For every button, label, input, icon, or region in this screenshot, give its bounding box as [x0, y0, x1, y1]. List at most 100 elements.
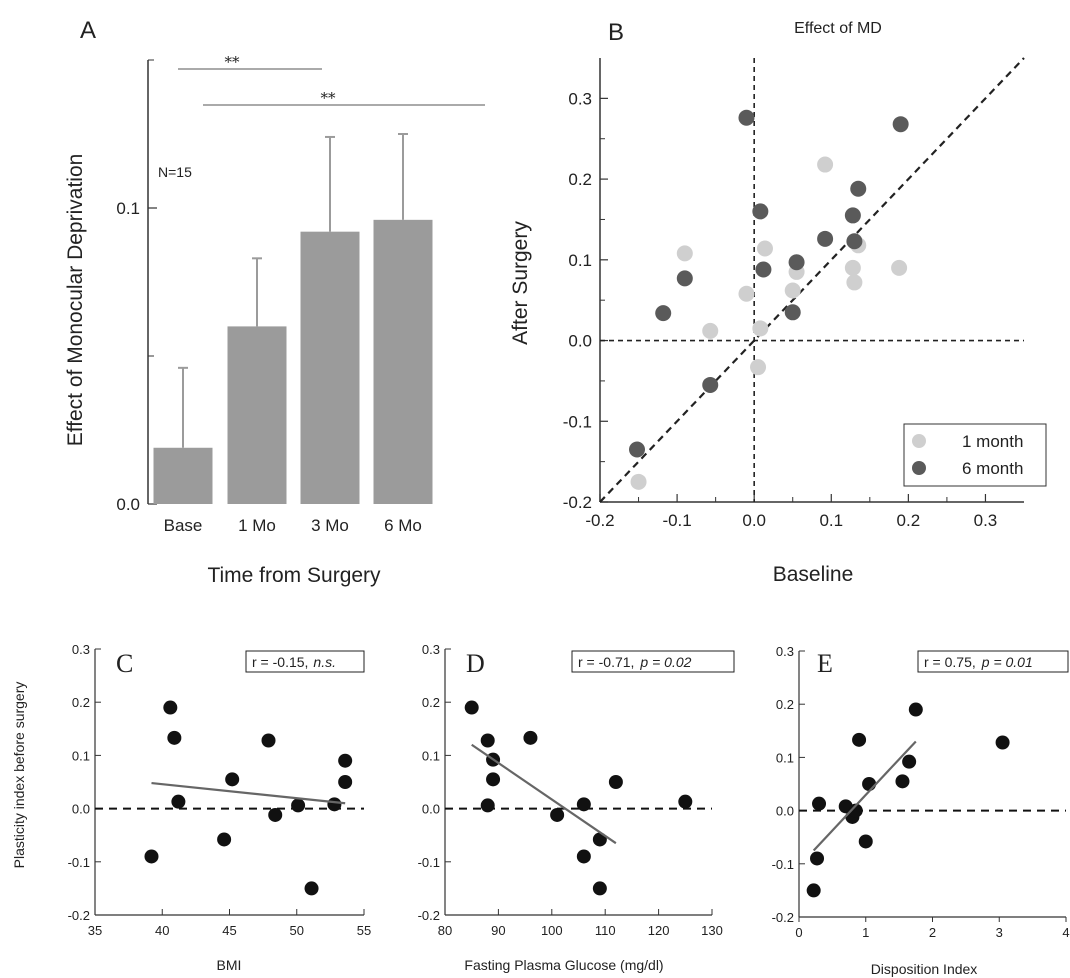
x-tick-label: 120 [648, 923, 670, 938]
y-tick-label: -0.2 [772, 910, 794, 925]
regression-line [471, 743, 617, 845]
data-point [217, 832, 232, 847]
panel-d-stat-r: r = -0.71, [578, 654, 634, 670]
y-tick-label: -0.1 [68, 855, 90, 870]
panel-c-stat: r = -0.15, n.s. [252, 654, 336, 670]
x-tick-label: 90 [491, 923, 505, 938]
data-point [738, 285, 755, 302]
legend-box [903, 423, 1047, 487]
y-tick-label: 0.3 [72, 642, 90, 657]
panel-c-stat-sig: n.s. [313, 654, 336, 670]
panel-d-label: D [466, 649, 485, 678]
data-point [523, 730, 538, 745]
data-point [676, 245, 693, 262]
data-point [167, 730, 182, 745]
data-point [995, 735, 1010, 750]
panel-e-label: E [817, 649, 833, 678]
data-point [576, 797, 591, 812]
data-point [848, 803, 863, 818]
data-point [891, 259, 908, 276]
x-tick-label: 6 Mo [384, 516, 422, 535]
panel-a-x-axis-label: Time from Surgery [207, 564, 381, 587]
data-point [163, 700, 178, 715]
data-point [291, 798, 306, 813]
x-tick-label: 4 [1062, 925, 1069, 940]
data-point [908, 702, 923, 717]
data-point [902, 754, 917, 769]
panel-b-title: Effect of MD [794, 20, 882, 37]
data-point [630, 473, 647, 490]
x-tick-label: 0.2 [897, 511, 921, 530]
data-point [608, 775, 623, 789]
data-point [171, 794, 186, 809]
panel-c-x-axis-label: BMI [217, 957, 242, 973]
legend-marker-1-month [912, 434, 926, 448]
panel-d-x-axis-label: Fasting Plasma Glucose (mg/dl) [464, 957, 663, 973]
data-point [464, 700, 479, 715]
data-point [655, 305, 672, 322]
x-tick-label: -0.1 [662, 511, 691, 530]
data-point [550, 807, 565, 822]
panel-b-y-axis-label: After Surgery [509, 221, 532, 345]
data-point [338, 753, 353, 768]
x-tick-label: 55 [357, 923, 371, 938]
data-point [752, 320, 769, 337]
y-tick-label: -0.2 [563, 493, 592, 512]
data-point [480, 798, 495, 813]
data-point [702, 322, 719, 339]
panel-c-y-axis-label: Plasticity index before surgery [11, 682, 27, 869]
x-tick-label: 35 [88, 923, 102, 938]
panel-b-legend: 1 month 6 month [903, 423, 1047, 487]
bar [373, 219, 433, 504]
x-tick-label: 2 [929, 925, 936, 940]
panel-a-y-axis-label: Effect of Monocular Deprivation [64, 154, 87, 447]
panel-c-stat-r: r = -0.15, [252, 654, 308, 670]
data-point [892, 116, 909, 133]
y-tick-label: 0.0 [422, 802, 440, 817]
panel-e-x-axis-label: Disposition Index [871, 961, 978, 977]
data-point [338, 775, 353, 789]
panel-b-label: B [608, 19, 624, 46]
x-tick-label: -0.2 [585, 511, 614, 530]
panel-a: A N=15 Effect of Monocular Deprivation T… [64, 17, 485, 587]
x-tick-label: 40 [155, 923, 169, 938]
data-point [592, 881, 607, 896]
data-point [846, 274, 863, 291]
y-tick-label: 0.2 [72, 695, 90, 710]
data-point [629, 441, 646, 458]
data-point [812, 796, 827, 811]
legend-marker-6-month [912, 461, 926, 475]
y-tick-label: 0.0 [568, 332, 592, 351]
y-tick-label: -0.1 [563, 412, 592, 431]
data-point [738, 109, 755, 126]
x-tick-label: 1 Mo [238, 516, 276, 535]
y-tick-label: 0.3 [422, 642, 440, 657]
data-point [755, 261, 772, 278]
x-tick-label: 0.1 [819, 511, 843, 530]
data-point [752, 203, 769, 220]
panel-e-stat-p: p = 0.01 [981, 654, 1033, 670]
x-tick-label: 1 [862, 925, 869, 940]
panel-e-stat-box [917, 650, 1069, 673]
data-point [750, 359, 767, 376]
x-tick-label: 110 [595, 923, 616, 938]
x-tick-label: 45 [222, 923, 236, 938]
data-point [850, 180, 867, 197]
data-point [784, 304, 801, 321]
panel-d-stat-box [571, 650, 735, 673]
y-tick-label: 0.0 [72, 802, 90, 817]
data-point [784, 282, 801, 299]
data-point [844, 259, 861, 276]
data-point [261, 733, 276, 748]
panel-e-stat-r: r = 0.75, [924, 654, 976, 670]
x-tick-label: 0.3 [974, 511, 998, 530]
bar [153, 447, 213, 504]
y-tick-label: -0.1 [772, 857, 794, 872]
bar [227, 326, 287, 504]
data-point [486, 772, 501, 787]
y-tick-label: -0.2 [418, 908, 440, 923]
panel-c-label: C [116, 649, 133, 678]
panel-d-stat-p: p = 0.02 [639, 654, 691, 670]
data-point [806, 883, 821, 898]
